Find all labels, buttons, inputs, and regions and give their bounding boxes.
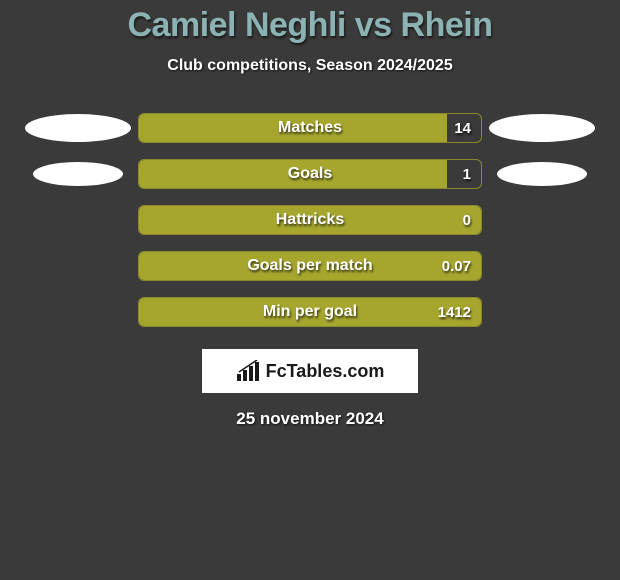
bar-fill (139, 252, 481, 280)
bar-fill (139, 298, 481, 326)
left-indicator (18, 114, 138, 142)
bar-fill (139, 160, 447, 188)
stat-row: Hattricks0 (0, 205, 620, 235)
stat-row: Goals per match0.07 (0, 251, 620, 281)
left-indicator (18, 162, 138, 186)
bar-value: 14 (454, 120, 471, 137)
stat-bar: Goals per match0.07 (138, 251, 482, 281)
bar-fill (139, 206, 481, 234)
stat-row: Goals1 (0, 159, 620, 189)
right-indicator (482, 162, 602, 186)
barchart-icon (236, 360, 262, 382)
stat-bar: Goals1 (138, 159, 482, 189)
logo-text: FcTables.com (266, 361, 385, 382)
logo: FcTables.com (236, 360, 385, 382)
ellipse-icon (25, 114, 131, 142)
page-title: Camiel Neghli vs Rhein (0, 6, 620, 45)
stat-row: Min per goal1412 (0, 297, 620, 327)
right-indicator (482, 114, 602, 142)
stat-bar: Hattricks0 (138, 205, 482, 235)
stat-bar: Matches14 (138, 113, 482, 143)
logo-box[interactable]: FcTables.com (202, 349, 418, 393)
stats-rows: Matches14 Goals1 Hattricks0 Goals per match… (0, 113, 620, 327)
bar-value: 1 (463, 166, 471, 183)
ellipse-icon (497, 162, 587, 186)
stats-card: Camiel Neghli vs Rhein Club competitions… (0, 0, 620, 429)
ellipse-icon (489, 114, 595, 142)
bar-fill (139, 114, 447, 142)
stat-row: Matches14 (0, 113, 620, 143)
date-text: 25 november 2024 (0, 409, 620, 429)
ellipse-icon (33, 162, 123, 186)
stat-bar: Min per goal1412 (138, 297, 482, 327)
subtitle: Club competitions, Season 2024/2025 (0, 57, 620, 75)
